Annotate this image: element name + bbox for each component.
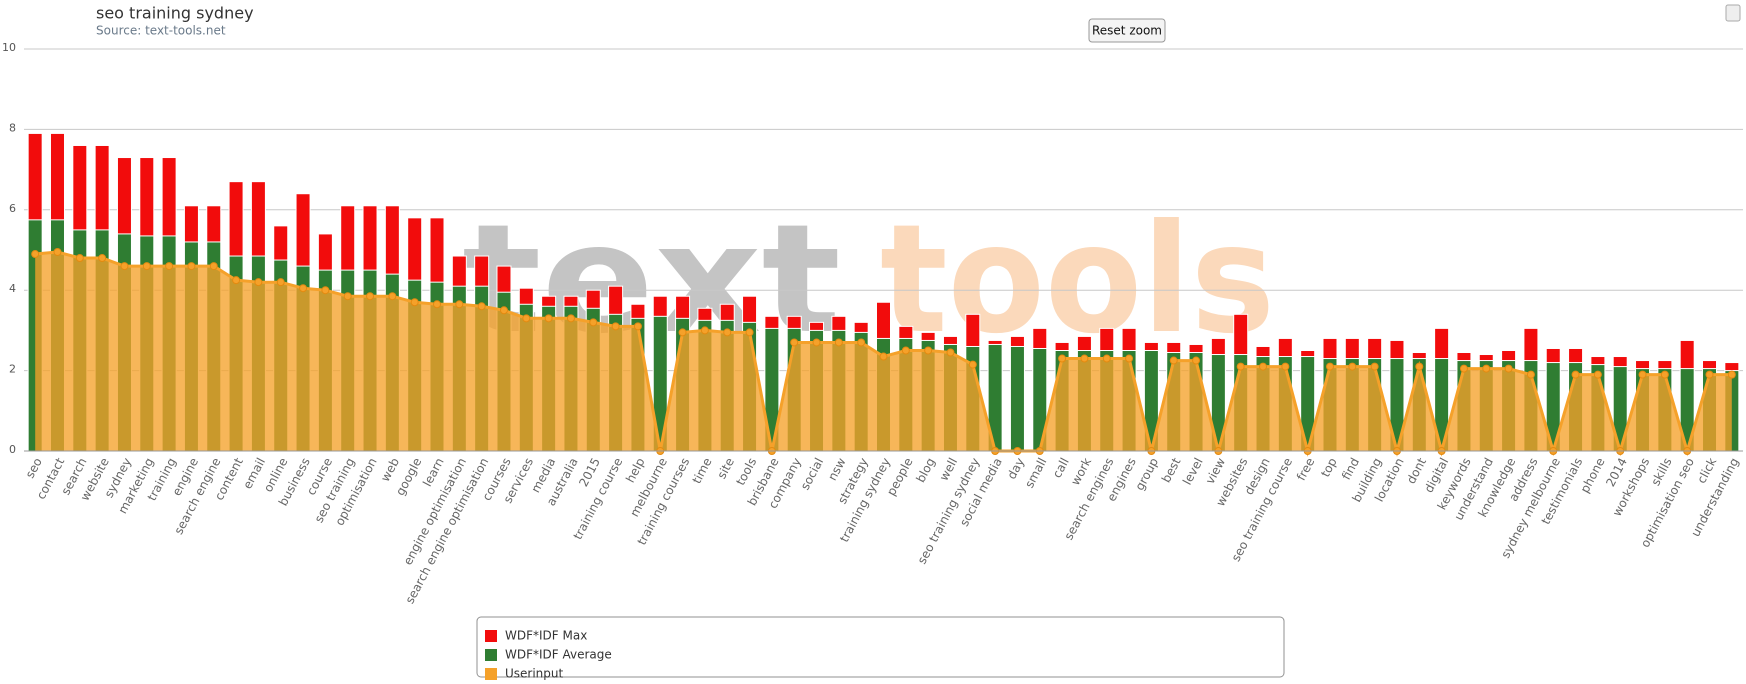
point xyxy=(946,348,955,357)
x-tick-label: free xyxy=(1294,455,1317,482)
point xyxy=(924,346,933,355)
point xyxy=(834,338,843,347)
x-tick-label: site xyxy=(714,455,737,481)
point xyxy=(723,328,732,337)
point xyxy=(1370,362,1379,371)
legend-label: Userinput xyxy=(505,667,564,681)
point xyxy=(1080,354,1089,363)
chart-title: seo training sydney xyxy=(96,4,254,23)
point xyxy=(433,300,442,309)
legend-swatch xyxy=(485,630,497,642)
point xyxy=(299,284,308,293)
x-tick-label: top xyxy=(1318,455,1340,479)
x-tick-label: social xyxy=(798,455,826,492)
x-tick-label: level xyxy=(1180,455,1206,487)
point xyxy=(187,262,196,271)
point xyxy=(1325,362,1334,371)
y-tick-label: 0 xyxy=(9,443,16,456)
y-tick-label: 4 xyxy=(9,282,16,295)
legend-swatch xyxy=(485,668,497,680)
legend-box xyxy=(476,616,1285,678)
point xyxy=(455,300,464,309)
x-tick-label: blog xyxy=(913,455,938,484)
point xyxy=(321,286,330,295)
x-tick-label: small xyxy=(1022,455,1049,490)
point xyxy=(1192,356,1201,365)
point xyxy=(254,278,263,287)
point xyxy=(165,262,174,271)
point xyxy=(1504,364,1513,373)
point xyxy=(1705,370,1714,379)
y-tick-label: 2 xyxy=(9,363,16,376)
point xyxy=(477,302,486,311)
point xyxy=(209,262,218,271)
button-frame[interactable] xyxy=(1088,18,1166,43)
bar xyxy=(1009,345,1025,452)
point xyxy=(968,360,977,369)
legend-swatch xyxy=(485,649,497,661)
point xyxy=(1348,362,1357,371)
point xyxy=(388,292,397,301)
menu-icon[interactable] xyxy=(1725,4,1741,22)
point xyxy=(879,352,888,361)
y-tick-label: 8 xyxy=(9,121,16,134)
point xyxy=(1593,370,1602,379)
area-fill xyxy=(35,252,1732,451)
point xyxy=(1125,354,1134,363)
point xyxy=(1281,362,1290,371)
x-tick-label: time xyxy=(690,455,715,486)
point xyxy=(366,292,375,301)
legend-label: WDF*IDF Average xyxy=(505,648,612,662)
point xyxy=(790,338,799,347)
x-tick-label: day xyxy=(1004,455,1027,481)
point xyxy=(31,250,40,259)
point xyxy=(678,328,687,337)
point xyxy=(1526,370,1535,379)
point xyxy=(120,262,129,271)
point xyxy=(98,254,107,263)
point xyxy=(1415,362,1424,371)
point xyxy=(745,328,754,337)
point xyxy=(1727,370,1736,379)
point xyxy=(343,292,352,301)
point xyxy=(700,326,709,335)
x-tick-label: seo xyxy=(23,455,45,480)
x-tick-label: find xyxy=(1339,455,1362,482)
point xyxy=(1660,370,1669,379)
point xyxy=(566,314,575,323)
point xyxy=(857,338,866,347)
point xyxy=(1169,356,1178,365)
point xyxy=(522,314,531,323)
legend-label: WDF*IDF Max xyxy=(505,629,587,643)
point xyxy=(75,254,84,263)
point xyxy=(901,346,910,355)
chart-subtitle: Source: text-tools.net xyxy=(96,24,226,38)
point xyxy=(276,278,285,287)
y-tick-label: 10 xyxy=(2,41,16,54)
point xyxy=(499,306,508,315)
point xyxy=(232,276,241,285)
point xyxy=(1058,354,1067,363)
point xyxy=(589,318,598,327)
point xyxy=(633,322,642,331)
y-tick-label: 6 xyxy=(9,202,16,215)
point xyxy=(1236,362,1245,371)
point xyxy=(611,322,620,331)
button-label[interactable]: Reset zoom xyxy=(1092,24,1162,38)
point xyxy=(1571,370,1580,379)
point xyxy=(1102,354,1111,363)
point xyxy=(142,262,151,271)
point xyxy=(1459,364,1468,373)
point xyxy=(53,248,62,257)
x-tick-label: call xyxy=(1050,455,1072,480)
point xyxy=(812,338,821,347)
point xyxy=(1259,362,1268,371)
point xyxy=(1638,370,1647,379)
point xyxy=(544,314,553,323)
point xyxy=(1482,364,1491,373)
reset-zoom-button[interactable]: Reset zoom xyxy=(1088,18,1166,43)
point xyxy=(410,298,419,307)
